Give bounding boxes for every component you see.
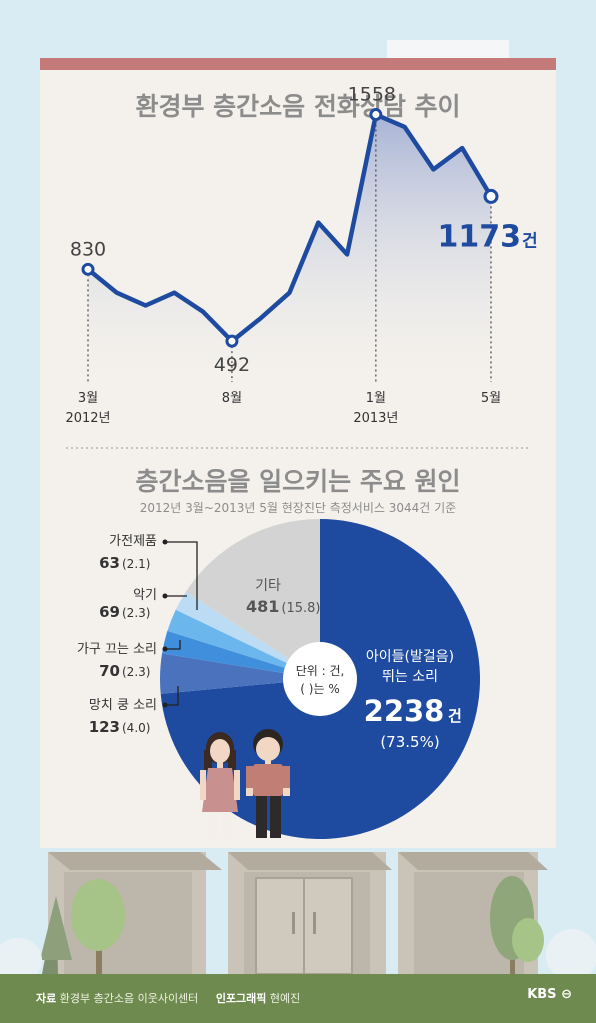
line-point [81, 262, 95, 276]
slice-unit-children: 건 [448, 707, 462, 725]
slice-value-children: 2238 [364, 694, 445, 728]
slice-percent-etc: (15.8) [281, 601, 320, 616]
children-illustration [200, 729, 290, 838]
leader-lines [165, 541, 198, 706]
min-value-label: 492 [214, 354, 250, 376]
kbs-logo-text: KBS [527, 987, 557, 1002]
slice-percent-children: (73.5%) [380, 733, 439, 751]
source-value: 환경부 층간소음 이웃사이센터 [59, 992, 199, 1005]
footer-source: 자료 환경부 층간소음 이웃사이센터 인포그래픽 현예진 [36, 990, 300, 1006]
pie-slice-2 [162, 630, 320, 679]
trees-illustration [0, 876, 596, 982]
line-chart-title: 환경부 층간소음 전화상담 추이 [135, 92, 460, 121]
slice-label-children-line-2: 뛰는 소리 [382, 669, 438, 685]
slice-value-furniture: 70 [99, 662, 120, 680]
panel-top-bar [40, 58, 556, 70]
leader-dot-furniture [162, 646, 168, 652]
max-value-label: 1558 [348, 84, 396, 106]
leader-dot-hammer [162, 702, 168, 708]
leader-dot-appliance [162, 539, 168, 545]
line-point [225, 334, 239, 348]
sky-tab [387, 40, 509, 60]
footer-bar [0, 974, 596, 1023]
line-point [369, 108, 383, 122]
slice-value-appliance: 63 [99, 554, 120, 572]
pie-chart-title: 층간소음을 일으키는 주요 원인 [135, 467, 460, 496]
x-tick-label: 5월 [481, 391, 501, 406]
slice-label-hammer: 망치 쿵 소리 [89, 698, 157, 713]
slice-label-instrument: 악기 [133, 588, 157, 603]
end-value-unit: 건 [522, 231, 538, 251]
x-tick-year-label: 2012년 [65, 411, 110, 426]
line-series [85, 112, 494, 344]
start-value-label: 830 [70, 238, 106, 260]
kbs-logo-icon: ⊖ [561, 987, 572, 1002]
kbs-logo: KBS ⊖ [527, 987, 572, 1002]
x-tick-label: 1월 [366, 391, 386, 406]
x-tick-label: 8월 [222, 391, 242, 406]
x-tick-label: 3월 [78, 391, 98, 406]
slice-value-instrument: 69 [99, 603, 120, 621]
credit-key: 인포그래픽 [215, 992, 267, 1005]
slice-label-etc: 기타 [255, 578, 281, 594]
credit-value: 현예진 [269, 992, 301, 1005]
x-tick-year-label: 2013년 [353, 411, 398, 426]
leader-dot-instrument [162, 593, 168, 599]
pie-chart-subtitle: 2012년 3월~2013년 5월 현장진단 측정서비스 3044건 기준 [140, 501, 456, 515]
line-area [88, 114, 491, 382]
unit-note-line-2: ( )는 % [300, 682, 339, 696]
unit-note-circle [283, 642, 357, 716]
slice-percent-hammer: (4.0) [122, 721, 150, 735]
pie-slice-1 [160, 653, 320, 694]
pie-slice-3 [167, 609, 320, 679]
source-key: 자료 [36, 992, 57, 1005]
line-drop-lines [87, 114, 492, 382]
slice-percent-instrument: (2.3) [122, 606, 150, 620]
slice-value-etc: 481 [246, 597, 279, 616]
slice-label-children-line-1: 아이들(발걸음) [366, 649, 454, 665]
slice-label-appliance: 가전제품 [109, 534, 157, 549]
end-value-label: 1173 [438, 219, 522, 254]
slice-percent-furniture: (2.3) [122, 665, 150, 679]
slice-value-hammer: 123 [89, 718, 120, 736]
pie-slice-5 [185, 519, 320, 679]
pie-slice-4 [175, 591, 320, 679]
line-area-fill [88, 114, 491, 382]
slice-percent-appliance: (2.1) [122, 557, 150, 571]
unit-note-line-1: 단위 : 건, [296, 664, 345, 678]
line-point [483, 188, 499, 204]
slice-label-furniture: 가구 끄는 소리 [77, 642, 157, 657]
